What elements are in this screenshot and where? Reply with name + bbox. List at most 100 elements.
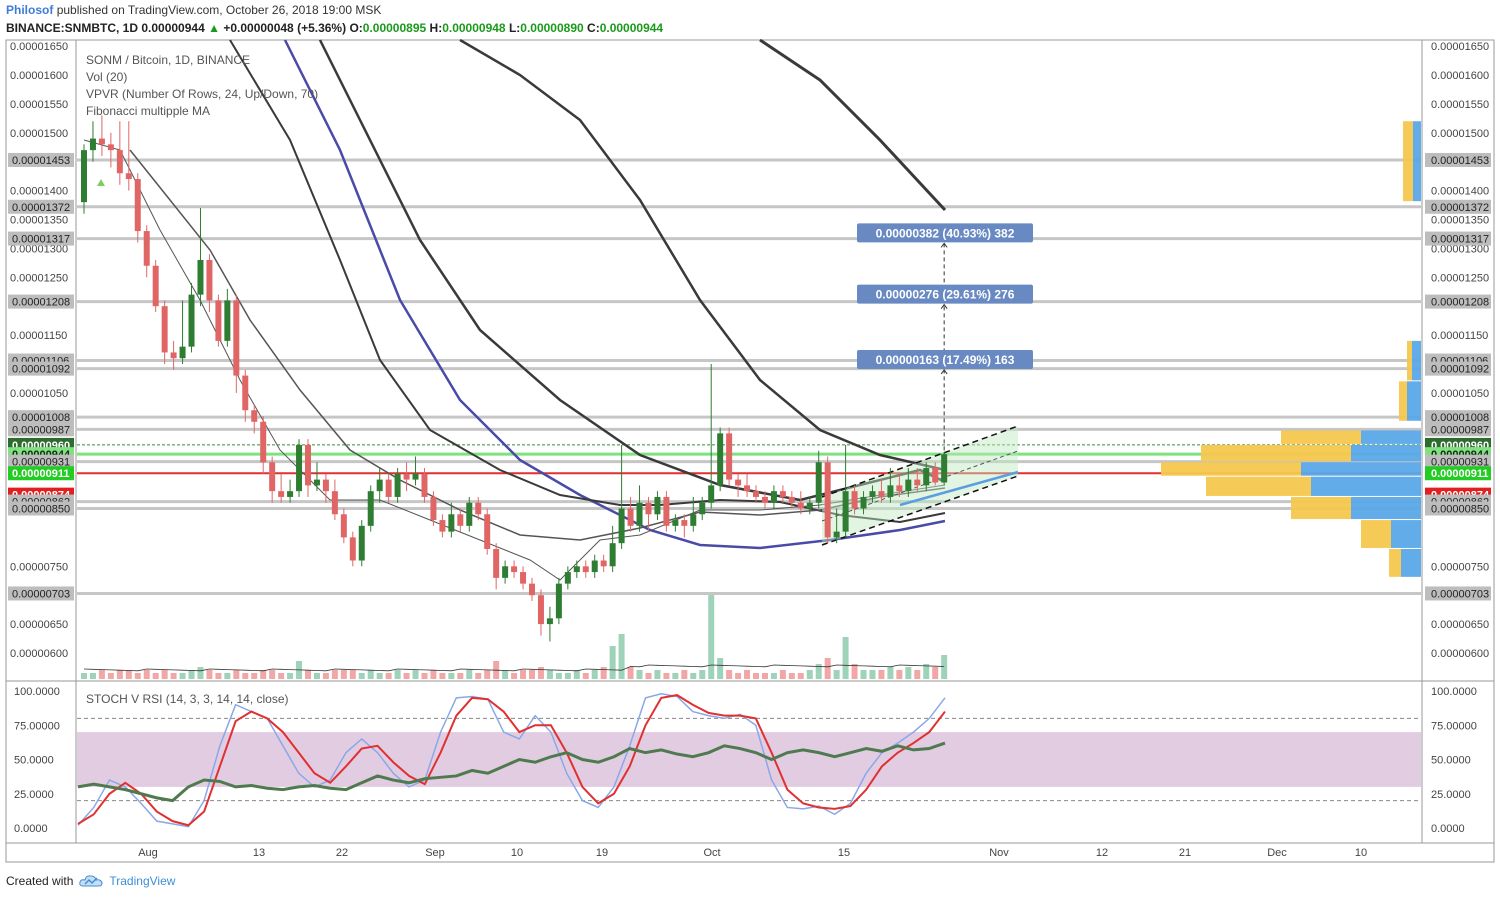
stoch-band bbox=[77, 732, 1421, 787]
candle-body bbox=[887, 485, 894, 497]
price-tick-left: 0.00001550 bbox=[10, 99, 68, 111]
candle-body bbox=[107, 144, 114, 151]
candle-body bbox=[322, 479, 329, 492]
target-text: 0.00000276 (29.61%) 276 bbox=[876, 288, 1015, 302]
price-tick-left: 0.00000750 bbox=[10, 561, 68, 573]
price-tick-right: 0.00001650 bbox=[1431, 41, 1489, 53]
price-label-right: 0.00000987 bbox=[1431, 424, 1489, 436]
volume-bar bbox=[717, 658, 724, 679]
candle-body bbox=[385, 479, 392, 497]
stoch-tick-left: 0.0000 bbox=[14, 823, 48, 835]
volume-bar bbox=[654, 670, 661, 679]
legend-fib-ma: Fibonacci multipple MA bbox=[86, 104, 210, 118]
candle-body bbox=[475, 502, 482, 515]
candle-body bbox=[242, 375, 249, 411]
target-box bbox=[857, 223, 1033, 243]
candle-body bbox=[591, 560, 598, 573]
target-text: 0.00000382 (40.93%) 382 bbox=[876, 226, 1015, 240]
time-tick: 10 bbox=[1355, 847, 1367, 859]
candle-body bbox=[224, 300, 231, 341]
volume-bar bbox=[403, 673, 410, 679]
candle-body bbox=[251, 410, 258, 422]
volume-bar bbox=[546, 670, 553, 679]
volume-ma-line bbox=[83, 664, 945, 672]
price-chart[interactable]: 0.00000382 (40.93%) 382 0.00000276 (29.61… bbox=[0, 0, 1500, 870]
volume-bar bbox=[896, 670, 903, 679]
volume-bar bbox=[358, 673, 365, 679]
vpvr-down-bar bbox=[1281, 430, 1361, 444]
stoch-legend: STOCH V RSI (14, 3, 3, 14, 14, close) bbox=[86, 692, 289, 706]
candle-body bbox=[815, 462, 822, 503]
candle-body bbox=[869, 491, 876, 497]
price-label-left: 0.00000703 bbox=[12, 588, 70, 600]
price-label-left-bg bbox=[8, 231, 74, 246]
tradingview-link[interactable]: TradingView bbox=[109, 874, 176, 888]
legend-title: SONM / Bitcoin, 1D, BINANCE bbox=[86, 53, 250, 67]
price-label-right-bg bbox=[1425, 586, 1491, 601]
candle-body bbox=[555, 583, 562, 619]
tradingview-cloud-icon bbox=[79, 875, 103, 887]
volume-bar bbox=[735, 673, 742, 679]
price-label-left: 0.00001092 bbox=[12, 364, 70, 376]
low-label: L: bbox=[508, 21, 521, 35]
volume-bar bbox=[860, 670, 867, 679]
candle-body bbox=[905, 479, 912, 492]
time-tick: Nov bbox=[989, 847, 1009, 859]
price-label-right: 0.00001008 bbox=[1431, 412, 1489, 424]
volume-bar bbox=[206, 670, 213, 679]
volume-bar bbox=[430, 670, 437, 679]
candle-body bbox=[923, 468, 930, 486]
publish-header: Philosof published on TradingView.com, O… bbox=[6, 3, 381, 17]
volume-bar bbox=[555, 673, 562, 679]
stoch-tick-right: 75.00000 bbox=[1431, 720, 1477, 732]
legend-vpvr: VPVR (Number Of Rows, 24, Up/Down, 70) bbox=[86, 87, 318, 101]
close-label: C: bbox=[587, 21, 600, 35]
volume-bar bbox=[439, 673, 446, 679]
price-tick-right: 0.00001400 bbox=[1431, 186, 1489, 198]
candle-body bbox=[627, 508, 634, 526]
volume-bar bbox=[914, 670, 921, 679]
channel-upper-line bbox=[821, 425, 1019, 498]
volume-bar bbox=[457, 673, 464, 679]
vpvr-down-bar bbox=[1403, 121, 1413, 202]
volume-bar bbox=[779, 670, 786, 679]
candle-body bbox=[260, 421, 267, 463]
candle-body bbox=[161, 306, 168, 353]
candle-body bbox=[645, 502, 652, 515]
volume-bar bbox=[824, 658, 831, 679]
stoch-tick-left: 25.0000 bbox=[14, 789, 54, 801]
candle-body bbox=[860, 496, 867, 509]
volume-bar bbox=[842, 637, 849, 679]
candle-body bbox=[305, 444, 311, 486]
candle-body bbox=[932, 468, 939, 483]
price-tick-left: 0.00001300 bbox=[10, 243, 68, 255]
price-label-left-bg bbox=[8, 454, 74, 469]
price-label-right-bg bbox=[1425, 199, 1491, 214]
candle-body bbox=[367, 491, 374, 526]
volume-bar bbox=[170, 673, 177, 679]
candle-body bbox=[609, 543, 616, 567]
ma-dark-2 bbox=[318, 39, 946, 502]
price-tick-right: 0.00001500 bbox=[1431, 128, 1489, 140]
candle-body bbox=[914, 479, 921, 486]
price-tick-right: 0.00000750 bbox=[1431, 561, 1489, 573]
candle-body bbox=[896, 485, 903, 492]
author-link[interactable]: Philosof bbox=[6, 3, 54, 17]
candle-body bbox=[761, 496, 768, 503]
price-tick-left: 0.00001350 bbox=[10, 215, 68, 227]
stoch-pane[interactable] bbox=[77, 692, 1421, 828]
vpvr-down-bar bbox=[1201, 444, 1351, 462]
candle-body bbox=[708, 485, 715, 503]
volume-bar bbox=[98, 670, 105, 679]
candle-body bbox=[511, 566, 518, 573]
main-pane[interactable]: 0.00000382 (40.93%) 382 0.00000276 (29.61… bbox=[77, 38, 1421, 679]
volume-bar bbox=[305, 670, 311, 679]
price-label-left-bg bbox=[8, 410, 74, 425]
candle-body bbox=[340, 514, 347, 538]
volume-bar bbox=[537, 667, 544, 679]
price-label-right: 0.00001372 bbox=[1431, 202, 1489, 214]
candle-body bbox=[573, 566, 580, 573]
candle-body bbox=[663, 496, 670, 526]
low-value: 0.00000890 bbox=[520, 21, 584, 35]
ma-dark-4 bbox=[759, 38, 947, 212]
